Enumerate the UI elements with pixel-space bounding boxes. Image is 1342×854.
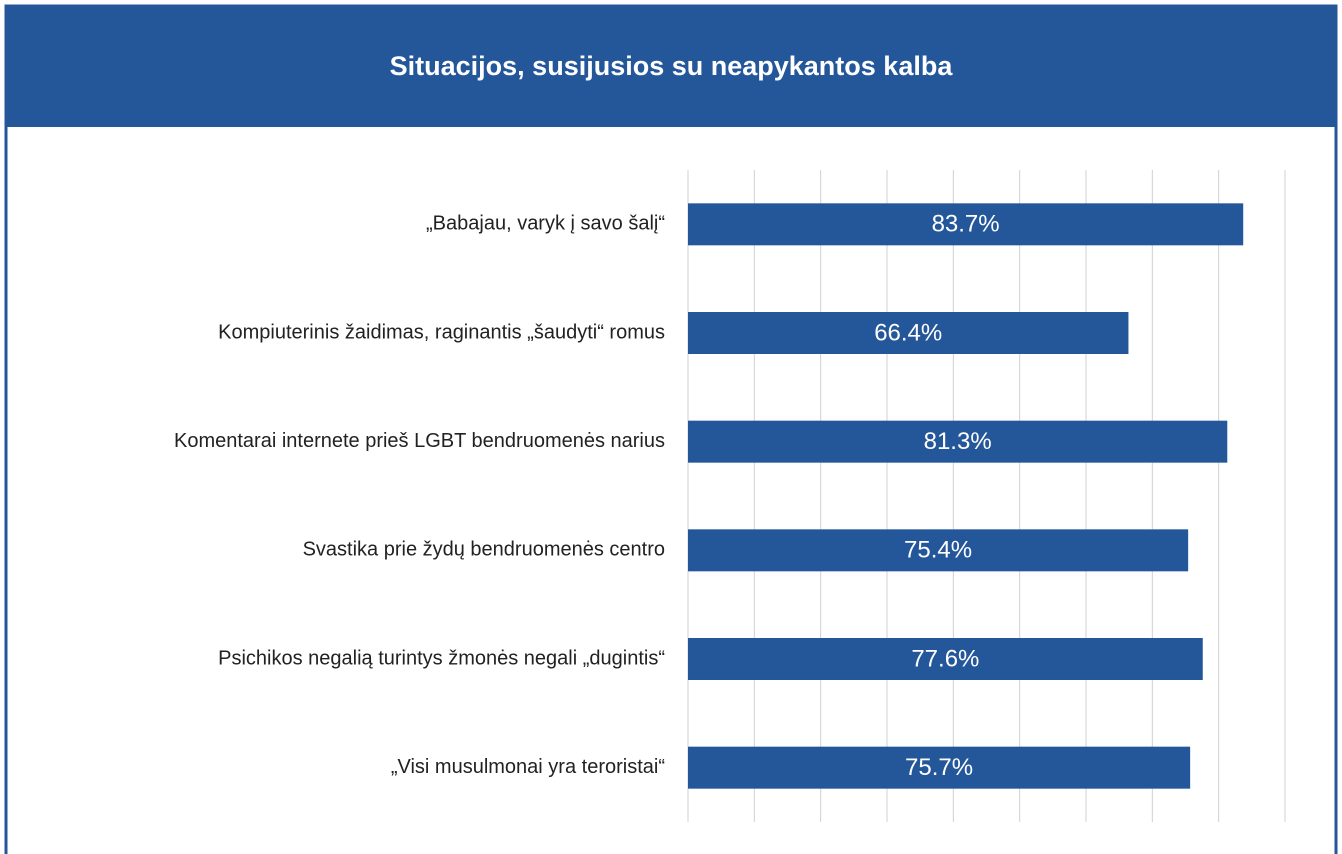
category-label: Komentarai internete prieš LGBT bendruom… [174, 430, 665, 452]
value-label: 75.4% [904, 537, 972, 564]
category-label: „Visi musulmonai yra teroristai“ [391, 756, 665, 778]
header-band [6, 6, 1336, 127]
chart-title: Situacijos, susijusios su neapykantos ka… [390, 51, 954, 81]
bar [688, 638, 1203, 680]
category-label: Svastika prie žydų bendruomenės centro [303, 539, 665, 561]
frame [4, 4, 1338, 854]
bar [688, 203, 1244, 246]
category-label: Kompiuterinis žaidimas, raginantis „šaud… [218, 321, 665, 343]
bar [688, 746, 1191, 789]
value-label: 75.7% [905, 754, 973, 781]
category-label: Psichikos negalią turintys žmonės negali… [218, 647, 665, 669]
value-label: 77.6% [911, 645, 979, 672]
value-label: 83.7% [932, 211, 1000, 238]
value-label: 66.4% [874, 319, 942, 346]
value-label: 81.3% [924, 428, 992, 455]
bar [688, 312, 1129, 354]
bar [688, 529, 1189, 572]
bar [688, 420, 1228, 463]
category-label: „Babajau, varyk į savo šalį“ [426, 213, 665, 235]
